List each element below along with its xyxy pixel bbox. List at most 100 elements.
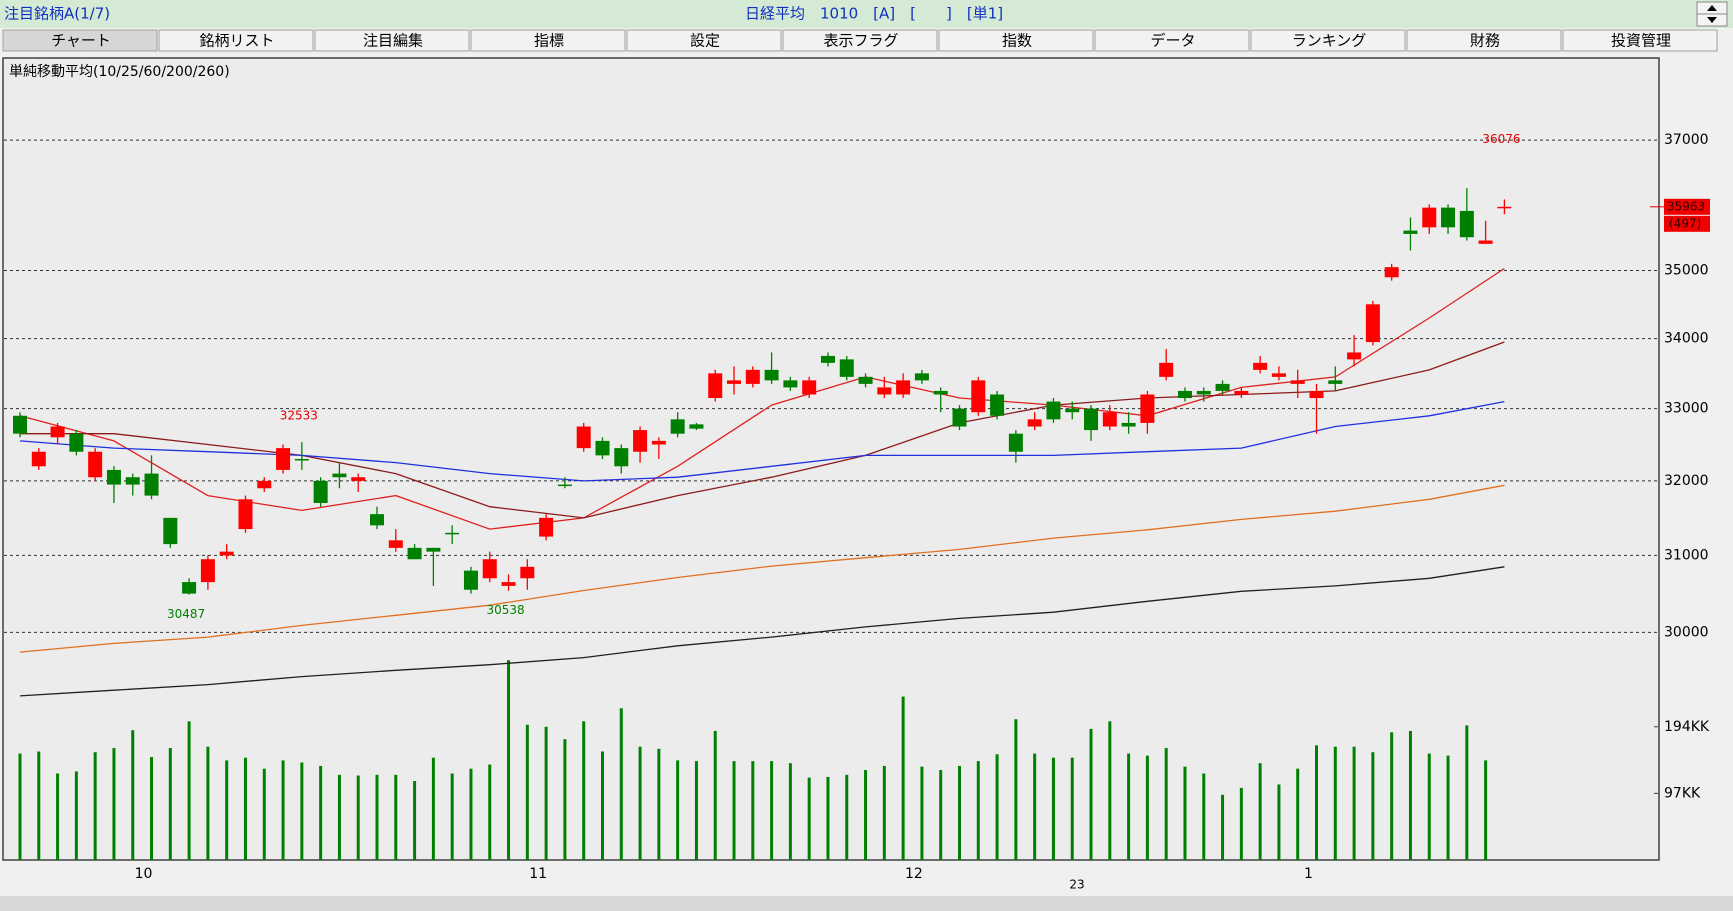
candle-body — [689, 424, 704, 429]
tab[interactable] — [938, 29, 1094, 52]
tab[interactable] — [626, 29, 782, 52]
tab-label[interactable]: チャート — [51, 32, 111, 50]
volume-bar — [544, 726, 548, 860]
volume-bar — [37, 751, 41, 860]
moving-average — [20, 341, 1505, 519]
candle-body — [708, 373, 723, 399]
candle-body — [501, 582, 516, 586]
tab[interactable] — [470, 29, 626, 52]
candle-body — [1253, 362, 1268, 370]
volume-bar — [1089, 728, 1093, 860]
candle-body — [539, 517, 554, 537]
y-tick-label: 30000 — [1664, 624, 1709, 640]
tab[interactable] — [314, 29, 470, 52]
candle-body — [88, 451, 103, 478]
candle-body — [1403, 230, 1418, 234]
candle-body — [106, 469, 121, 485]
volume-bar — [206, 746, 210, 860]
tab-label[interactable]: 設定 — [690, 32, 720, 50]
candle-body — [1459, 210, 1474, 238]
candle-body — [1102, 412, 1117, 427]
candle-body — [520, 566, 535, 579]
candle-body — [125, 477, 140, 485]
volume-bar — [976, 761, 980, 860]
chart-subtitle: 単純移動平均(10/25/60/200/260) — [9, 64, 230, 80]
candle-body — [50, 426, 65, 438]
volume-bar — [1352, 746, 1356, 860]
candle-body — [1140, 394, 1155, 423]
candle-body — [1290, 380, 1305, 384]
status-bar — [0, 896, 1733, 911]
tab-label[interactable]: 財務 — [1470, 32, 1500, 50]
x-tick-label: 10 — [135, 866, 153, 882]
candle-body — [219, 551, 234, 556]
volume-bar — [864, 770, 868, 860]
candle-body — [651, 440, 666, 445]
tab-label[interactable]: 銘柄リスト — [199, 32, 274, 50]
candle-body — [1196, 390, 1211, 395]
candle-body — [1384, 267, 1399, 278]
candle-body — [670, 419, 685, 434]
volume-bar — [131, 730, 135, 860]
candle-body — [952, 408, 967, 427]
volume-bar — [826, 776, 830, 860]
tab-label[interactable]: データ — [1150, 32, 1195, 50]
volume-bar — [300, 762, 304, 860]
candle-body — [820, 355, 835, 363]
volume-bar — [74, 771, 78, 860]
candle-body — [914, 373, 929, 381]
volume-bar — [413, 781, 417, 860]
change-box — [1664, 215, 1710, 232]
volume-bar — [1390, 732, 1394, 860]
volume-bar — [225, 760, 229, 860]
volume-bar — [469, 768, 473, 860]
tab-label[interactable]: 投資管理 — [1611, 32, 1671, 50]
volume-bar — [788, 763, 792, 860]
candle-body — [990, 394, 1005, 416]
tab[interactable] — [2, 29, 158, 52]
volume-bar — [1164, 748, 1168, 860]
last-price-label: 35963 — [1667, 199, 1705, 213]
y-tick-label: 33000 — [1664, 401, 1709, 417]
tab[interactable] — [1250, 29, 1406, 52]
volume-bar — [187, 721, 191, 860]
x-year-label: 23 — [1069, 878, 1084, 892]
high-low-label: 36076 — [1482, 132, 1520, 146]
volume-tick-label: 97KK — [1664, 785, 1701, 801]
volume-bar — [93, 752, 97, 860]
high-low-label: 32533 — [280, 409, 318, 423]
candle-body — [764, 369, 779, 381]
tab-label[interactable]: 指数 — [1002, 32, 1032, 50]
moving-average — [19, 400, 1505, 482]
volume-bar — [1371, 752, 1375, 860]
tab[interactable] — [158, 29, 314, 52]
volume-bar — [168, 748, 172, 860]
volume-bar — [1239, 787, 1243, 860]
volume-tick-label: 194KK — [1664, 719, 1710, 735]
tab-label[interactable]: ランキング — [1292, 32, 1367, 50]
candle-body — [1215, 383, 1230, 391]
moving-average — [19, 484, 1505, 653]
header-center: 日経平均 1010 [A] [ ] [単1] — [745, 5, 1003, 23]
candle-body — [933, 390, 948, 395]
volume-bar — [507, 660, 511, 860]
volume-bar — [1465, 725, 1469, 860]
volume-bar — [732, 761, 736, 860]
volume-bar — [150, 757, 154, 860]
tab[interactable] — [782, 29, 938, 52]
spin-control[interactable] — [1696, 1, 1728, 27]
tab-label[interactable]: 注目編集 — [363, 32, 423, 50]
volume-bar — [1108, 721, 1112, 860]
tab-label[interactable]: 指標 — [534, 32, 564, 50]
moving-average — [19, 566, 1505, 697]
tab-label[interactable]: 表示フラグ — [823, 32, 898, 50]
volume-bar — [1221, 794, 1225, 860]
volume-bar — [1127, 753, 1131, 860]
candle-body — [294, 458, 309, 461]
volume-bar — [488, 764, 492, 860]
tab[interactable] — [1406, 29, 1562, 52]
tab[interactable] — [1094, 29, 1250, 52]
volume-bar — [582, 721, 586, 860]
candle-body — [802, 380, 817, 395]
tab[interactable] — [1562, 29, 1718, 52]
